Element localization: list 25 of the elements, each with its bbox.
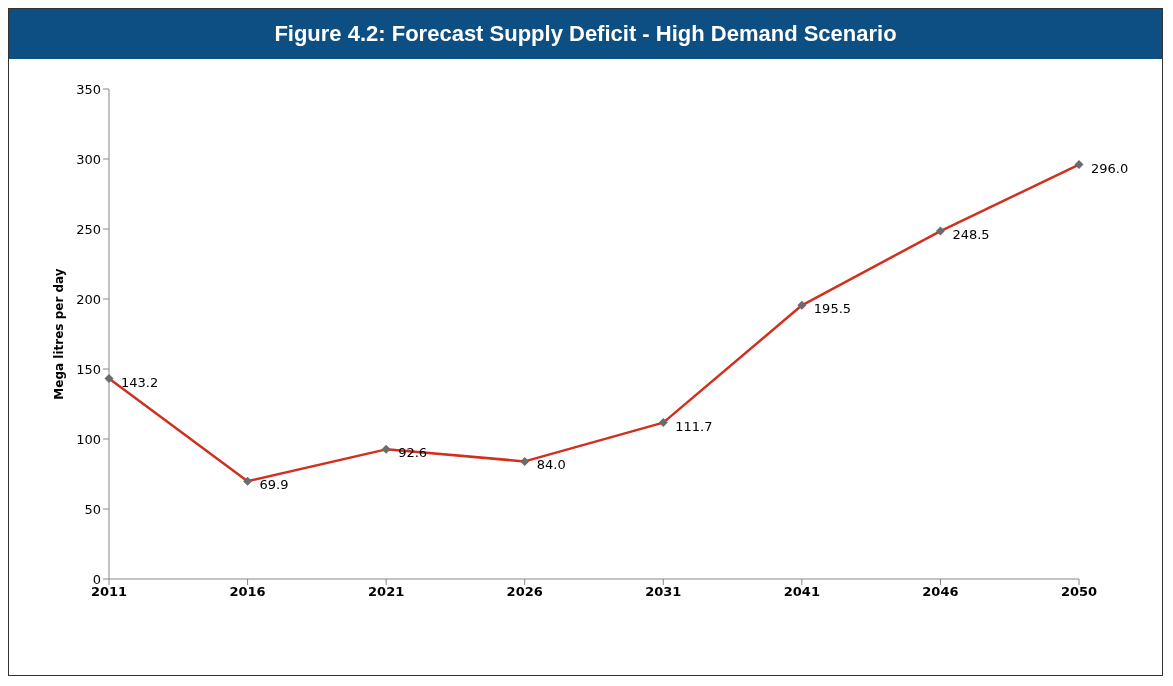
data-label: 111.7 (675, 418, 713, 434)
chart-title: Figure 4.2: Forecast Supply Deficit - High Demand Scenario (9, 9, 1162, 59)
x-tick-label: 2026 (506, 584, 543, 600)
x-tick-label: 2031 (645, 584, 682, 600)
y-tick-label: 300 (76, 151, 101, 167)
y-tick-label: 100 (76, 431, 101, 447)
x-tick-label: 2050 (1060, 584, 1098, 600)
data-label: 296.0 (1091, 160, 1129, 176)
x-tick-label: 2021 (368, 584, 405, 600)
data-label: 69.9 (259, 477, 289, 493)
data-label: 248.5 (952, 227, 990, 243)
y-tick-label: 200 (76, 291, 101, 307)
y-tick-label: 350 (76, 81, 101, 97)
x-tick-label: 2011 (90, 584, 128, 600)
y-tick-label: 150 (76, 361, 101, 377)
y-tick-label: 50 (84, 501, 101, 517)
data-label: 143.2 (121, 374, 159, 390)
x-tick-label: 2016 (229, 584, 266, 600)
data-label: 195.5 (813, 301, 852, 317)
data-label: 84.0 (536, 457, 566, 473)
x-tick-label: 2046 (922, 584, 959, 600)
y-tick-label: 0 (92, 571, 101, 587)
y-tick-label: 250 (76, 221, 101, 237)
x-tick-label: 2041 (783, 584, 820, 600)
y-axis-title: Mega litres per day (52, 268, 67, 400)
